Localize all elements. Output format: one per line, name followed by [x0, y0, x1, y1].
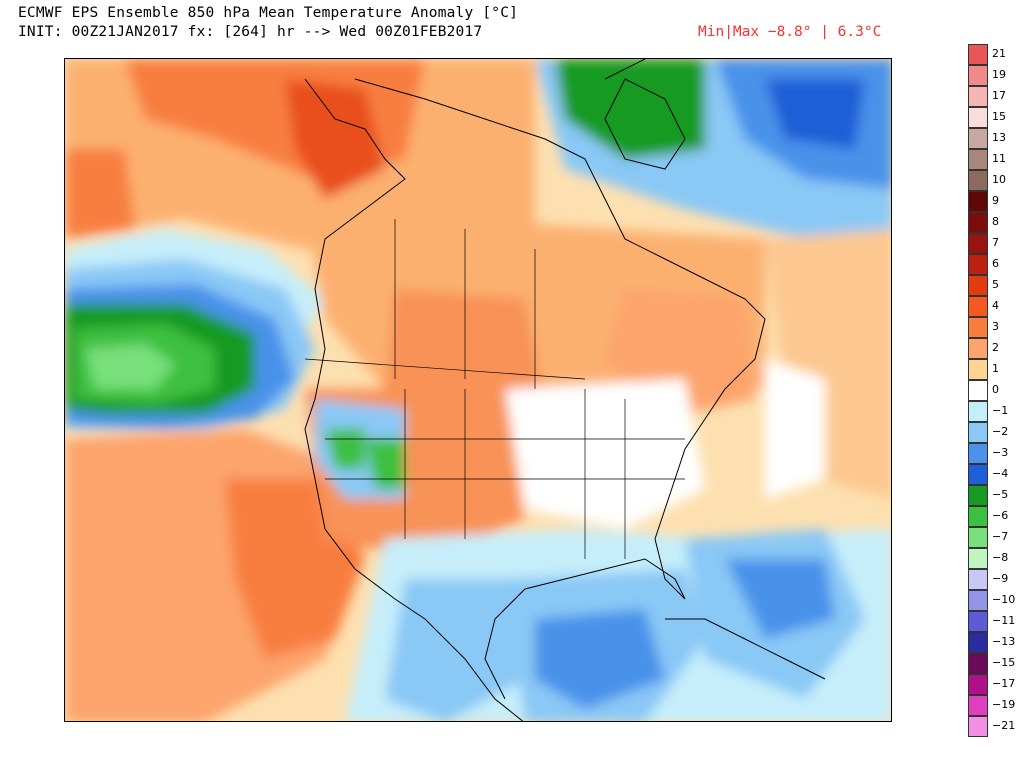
colorbar-label: −6: [992, 509, 1009, 522]
colorbar-label: −8: [992, 551, 1009, 564]
colorbar-swatch: [968, 380, 988, 401]
colorbar-swatch: [968, 233, 988, 254]
colorbar-label: 21: [992, 47, 1006, 60]
colorbar-swatch: [968, 317, 988, 338]
colorbar-label: 8: [992, 215, 999, 228]
colorbar-label: −9: [992, 572, 1009, 585]
colorbar-swatch: [968, 506, 988, 527]
init-forecast-line: INIT: 00Z21JAN2017 fx: [264] hr --> Wed …: [18, 24, 483, 40]
borders: [304, 219, 685, 559]
colorbar-swatch: [968, 275, 988, 296]
colorbar-swatch: [968, 86, 988, 107]
colorbar-swatch: [968, 149, 988, 170]
chart-title: ECMWF EPS Ensemble 850 hPa Mean Temperat…: [18, 5, 519, 21]
colorbar-label: −3: [992, 446, 1009, 459]
colorbar-swatch: [968, 716, 988, 737]
colorbar-label: 7: [992, 236, 999, 249]
colorbar-label: −2: [992, 425, 1009, 438]
colorbar-label: −10: [992, 593, 1016, 606]
colorbar-swatch: [968, 296, 988, 317]
colorbar-label: −5: [992, 488, 1009, 501]
colorbar-swatch: [968, 485, 988, 506]
colorbar-label: 1: [992, 362, 999, 375]
colorbar-swatch: [968, 107, 988, 128]
colorbar-label: 13: [992, 131, 1006, 144]
colorbar-label: 17: [992, 89, 1006, 102]
colorbar-label: 5: [992, 278, 999, 291]
coastlines: [304, 59, 826, 721]
colorbar-label: 11: [992, 152, 1006, 165]
colorbar-swatch: [968, 191, 988, 212]
colorbar-swatch: [968, 590, 988, 611]
colorbar-swatch: [968, 170, 988, 191]
colorbar-swatch: [968, 401, 988, 422]
colorbar-swatch: [968, 128, 988, 149]
colorbar-label: 15: [992, 110, 1006, 123]
colorbar-label: 19: [992, 68, 1006, 81]
colorbar-swatch: [968, 254, 988, 275]
colorbar-label: 4: [992, 299, 999, 312]
min-max-label: Min|Max −8.8° | 6.3°C: [698, 24, 882, 40]
colorbar-swatch: [968, 212, 988, 233]
colorbar-label: −11: [992, 614, 1016, 627]
colorbar-label: −4: [992, 467, 1009, 480]
colorbar-swatch: [968, 611, 988, 632]
colorbar-label: 2: [992, 341, 999, 354]
colorbar-label: −7: [992, 530, 1009, 543]
colorbar-label: 9: [992, 194, 999, 207]
colorbar-swatch: [968, 674, 988, 695]
colorbar-swatch: [968, 338, 988, 359]
colorbar-swatch: [968, 359, 988, 380]
colorbar-label: 0: [992, 383, 999, 396]
colorbar-swatch: [968, 44, 988, 65]
colorbar-swatch: [968, 695, 988, 716]
colorbar-label: −1: [992, 404, 1009, 417]
colorbar-label: −17: [992, 677, 1016, 690]
colorbar-swatch: [968, 569, 988, 590]
colorbar-swatch: [968, 653, 988, 674]
colorbar-label: 10: [992, 173, 1006, 186]
colorbar-label: 3: [992, 320, 999, 333]
colorbar-label: 6: [992, 257, 999, 270]
map-canvas: [65, 59, 891, 721]
colorbar-swatch: [968, 464, 988, 485]
colorbar-swatch: [968, 65, 988, 86]
colorbar-label: −15: [992, 656, 1016, 669]
colorbar-swatch: [968, 548, 988, 569]
colorbar-label: −19: [992, 698, 1016, 711]
colorbar-swatch: [968, 422, 988, 443]
anomaly-field: [65, 59, 891, 721]
anomaly-map: [64, 58, 892, 722]
colorbar-swatch: [968, 527, 988, 548]
colorbar-swatch: [968, 443, 988, 464]
colorbar-swatch: [968, 632, 988, 653]
colorbar-label: −13: [992, 635, 1016, 648]
colorbar-label: −21: [992, 719, 1016, 732]
